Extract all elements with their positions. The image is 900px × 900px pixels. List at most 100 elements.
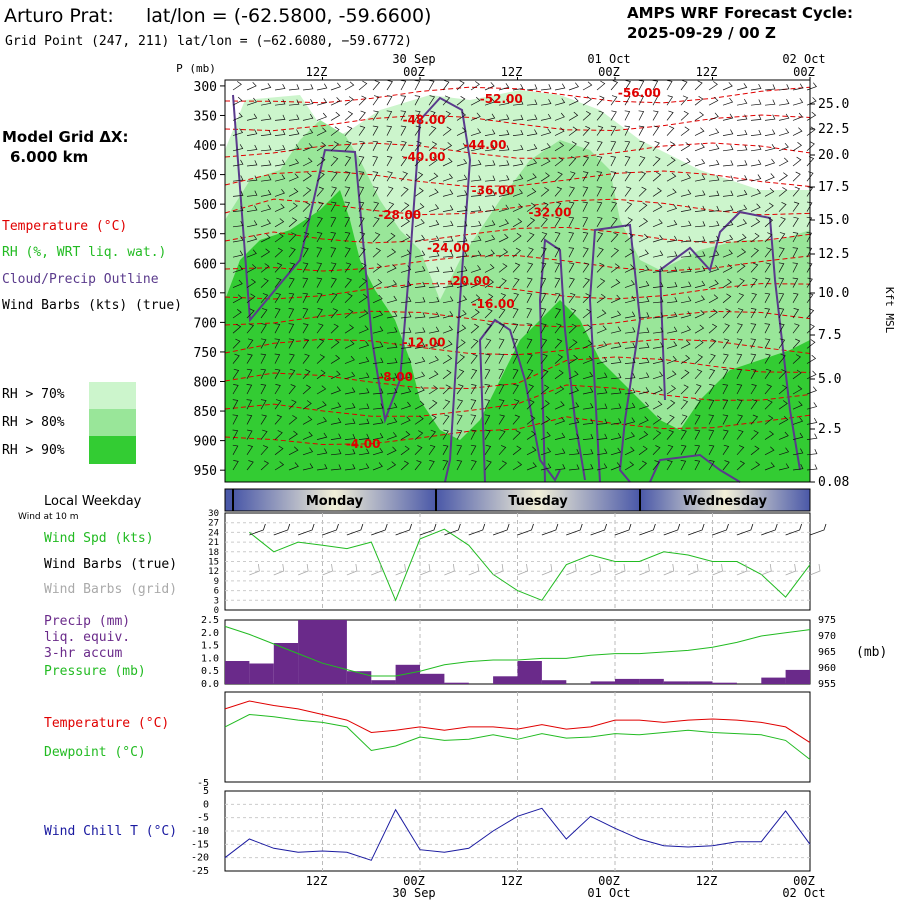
wind-barb — [708, 399, 715, 410]
wind-barb — [400, 445, 410, 456]
wind-barb — [666, 266, 678, 273]
wind-barb — [442, 95, 451, 106]
time-tick-top-hour: 12Z — [306, 65, 328, 79]
precip-ytick-label: 0.5 — [201, 666, 219, 677]
wind-barb — [330, 232, 337, 243]
pressure-tick-label: 600 — [194, 257, 217, 272]
wind-barb — [260, 219, 271, 228]
wind-barb — [274, 384, 281, 395]
wind-barb — [610, 80, 619, 91]
rh-shading-2-0 — [225, 190, 810, 482]
wind-barb — [652, 250, 664, 258]
wind-barb — [400, 387, 412, 395]
wind-barb — [232, 81, 242, 91]
wind-barb — [694, 174, 706, 182]
wind-barb — [442, 173, 453, 182]
wind-barb — [764, 232, 773, 243]
wind-barb — [694, 460, 701, 471]
height-tick-label: 15.0 — [818, 213, 849, 228]
wind-barb — [666, 296, 678, 304]
wind-barb — [666, 414, 675, 425]
wind-barb — [582, 262, 590, 273]
wind-barb — [610, 279, 621, 288]
wind-barb — [316, 127, 327, 136]
time-tick-top-hour: 00Z — [793, 65, 815, 79]
wind-barb — [778, 128, 790, 136]
wind-barb — [414, 371, 426, 380]
wind-barb — [414, 218, 425, 228]
wind-barb — [386, 432, 397, 440]
wind-ytick-label: 6 — [214, 587, 219, 597]
wind-barb — [666, 399, 676, 410]
pressure-tick-label: 750 — [194, 346, 217, 361]
wind-barb — [792, 308, 800, 319]
wind-barb-grid — [468, 563, 480, 576]
wind-barb — [316, 112, 327, 121]
wind-barb — [372, 201, 380, 212]
wind-barb — [484, 82, 495, 91]
wind-barb — [540, 277, 547, 288]
wind-barb — [554, 277, 561, 288]
pressure-tick-label: 650 — [194, 287, 217, 302]
wind-barbs-true-label: Wind Barbs (true) — [44, 557, 177, 572]
wind-barb — [568, 417, 580, 425]
wind-barb — [736, 278, 745, 288]
wind-barb — [680, 95, 689, 106]
wind-barb-grid — [419, 563, 431, 576]
local-weekday-label: Local Weekday — [44, 494, 142, 509]
pressure-ytick-label: 955 — [818, 679, 836, 690]
wind-barb — [666, 251, 678, 258]
wind-barb — [764, 399, 773, 410]
wind-barb — [750, 430, 759, 440]
wind-barb — [624, 232, 634, 243]
wind-barb-true — [395, 523, 413, 536]
wind-barb — [736, 460, 746, 471]
wind-barb — [736, 83, 748, 91]
wind-barb — [596, 278, 606, 288]
wind-barb-true — [273, 523, 291, 536]
wind-barb — [666, 235, 678, 243]
wind-barb — [526, 129, 538, 136]
wind-barb — [610, 95, 618, 106]
wind-barb — [232, 205, 244, 212]
wind-barb — [778, 99, 790, 106]
wind-barb — [484, 234, 496, 243]
wind-barb — [554, 338, 563, 349]
wind-barb — [372, 373, 384, 380]
wind-barb — [764, 247, 772, 258]
wind-barb — [330, 433, 342, 440]
wind-barb — [750, 353, 757, 364]
wind-barb — [708, 81, 718, 91]
wind-speed-line — [249, 528, 811, 602]
wind-barb — [428, 281, 440, 288]
wind-barb — [302, 463, 314, 471]
wind-barb — [428, 188, 439, 197]
temperature-dewpoint-panel: -5 — [197, 691, 811, 789]
wind-barb — [246, 175, 258, 182]
wind-barb — [288, 247, 296, 258]
wind-barb — [792, 186, 801, 197]
wind-barb — [260, 98, 272, 106]
wind-barb — [694, 339, 704, 349]
wind-barb — [764, 446, 775, 456]
band-prefix — [225, 489, 233, 511]
isotherm-line — [224, 283, 811, 300]
wind-barb — [484, 278, 495, 288]
wind-barb — [316, 186, 325, 197]
wind-barb-grid — [395, 563, 407, 576]
time-tick-bottom-hour: 00Z — [403, 874, 425, 888]
wind-barb — [624, 461, 635, 471]
wind-barb — [512, 247, 522, 258]
wind-barb — [484, 205, 496, 212]
wind-barb — [778, 247, 785, 258]
wind-barb — [750, 445, 760, 456]
wind-barb — [358, 247, 366, 258]
wind-barb-grid — [687, 563, 699, 576]
wind-barb — [274, 368, 281, 379]
wind-barb — [232, 384, 239, 395]
wind-barb — [652, 234, 664, 243]
wind-barb — [596, 95, 605, 106]
wind-barb — [652, 125, 660, 136]
wind-barb-true — [541, 523, 559, 536]
wind-barb — [512, 174, 524, 182]
